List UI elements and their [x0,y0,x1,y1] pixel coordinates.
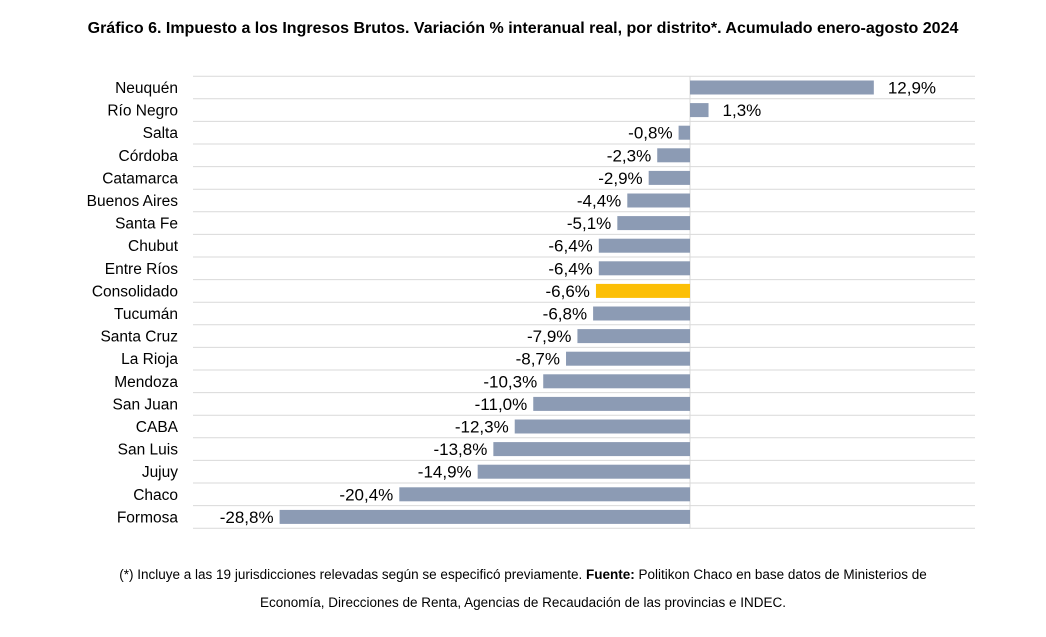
bar-segment [648,170,690,185]
bar-chart: Neuquén 12,9% Río Negro 1,3% Salta -0,8% Córdo… [87,75,975,529]
bar-segment [690,80,874,95]
chart-title: Gráfico 6. Impuesto a los Ingresos Bruto… [87,20,959,37]
data-label: -11,0% [475,395,528,414]
data-label: -12,3% [455,418,509,437]
category-label: Santa Cruz [100,329,178,346]
category-label: Córdoba [119,148,179,165]
data-label: -13,8% [433,440,487,459]
bar-segment [399,487,690,502]
category-label: CABA [136,419,179,436]
bar-highlight [595,283,690,298]
category-label: Mendoza [114,374,178,391]
data-label: -6,4% [548,259,592,278]
data-label: -0,8% [628,124,672,143]
footnote-line-2: Economía, Direcciones de Renta, Agencias… [259,595,787,610]
category-label: Neuquén [115,80,178,97]
bar-segment [690,103,709,118]
bar-segment [598,238,690,253]
bar-segment [577,329,690,344]
data-label: -2,3% [607,146,651,165]
category-label: Catamarca [102,170,178,187]
category-label: Entre Ríos [105,261,178,278]
data-label: -6,4% [548,237,592,256]
bar-segment [477,464,690,479]
data-label: -2,9% [598,169,642,188]
bar-segment [543,374,690,389]
category-label: Formosa [117,509,179,526]
data-label: -20,4% [339,485,393,504]
category-label: Chaco [133,487,178,504]
data-label: -14,9% [418,463,472,482]
footnote-line-1: (*) Incluye a las 19 jurisdicciones rele… [0,567,1046,582]
category-label: San Luis [118,442,179,459]
data-label: 12,9% [888,79,936,98]
data-label: -4,4% [577,192,621,211]
category-label: La Rioja [121,351,178,368]
footnote-source-label: Fuente: [586,567,635,582]
category-label: Buenos Aires [87,193,179,210]
category-label: Jujuy [142,464,178,481]
data-label: -6,6% [546,282,590,301]
bar-segment [657,148,690,163]
data-label: -5,1% [567,214,611,233]
bar-segment [566,351,690,366]
bar-segment [678,125,690,140]
bar-segment [493,442,690,457]
bar-segment [533,396,690,411]
data-label: -6,8% [543,305,587,324]
bar-segment [598,261,690,276]
category-label: Tucumán [114,306,178,323]
bar-segment [514,419,690,434]
data-label: -10,3% [483,372,537,391]
data-label: -28,8% [220,508,274,527]
category-label: San Juan [113,396,179,413]
category-label: Santa Fe [115,216,178,233]
data-label: -7,9% [527,327,571,346]
data-label: -8,7% [516,350,560,369]
category-label: Salta [143,125,179,142]
bar-segment [627,193,690,208]
footnote-note: (*) Incluye a las 19 jurisdicciones rele… [119,567,583,582]
bar-segment [617,216,690,231]
bar-segment [593,306,690,321]
bar-segment [279,509,690,524]
category-label: Río Negro [107,103,178,120]
category-label: Chubut [128,238,179,255]
category-label: Consolidado [92,283,178,300]
data-label: 1,3% [723,101,762,120]
footnote-source: Politikon Chaco en base datos de Ministe… [638,567,927,582]
